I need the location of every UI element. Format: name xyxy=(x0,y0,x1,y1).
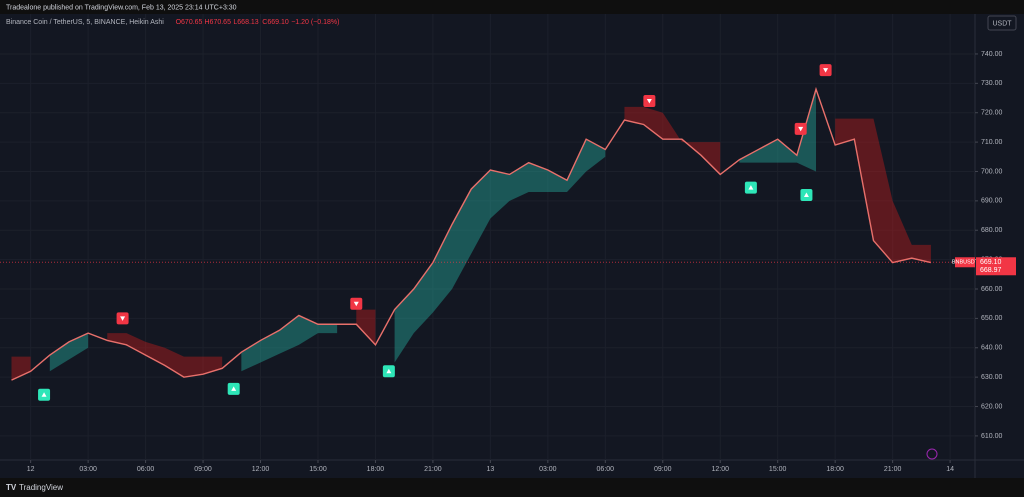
x-tick-label: 12 xyxy=(27,466,35,473)
footer-brand: TradingView xyxy=(19,483,63,492)
signal-icon xyxy=(353,301,359,307)
symbol-tag-label: BNBUSDT xyxy=(952,260,979,266)
plot xyxy=(0,14,975,460)
x-tick-label: 18:00 xyxy=(826,466,844,473)
y-tick-label: 620.00 xyxy=(981,403,1003,410)
y-tick-label: 640.00 xyxy=(981,345,1003,352)
chart-title: Tradealone published on TradingView.com,… xyxy=(6,4,237,11)
x-tick-label: 21:00 xyxy=(424,466,442,473)
legend-ohlc: L668.13 xyxy=(233,19,258,26)
y-tick-label: 690.00 xyxy=(981,198,1003,205)
x-tick-label: 18:00 xyxy=(367,466,385,473)
signal-icon xyxy=(823,68,829,73)
currency: USDT xyxy=(992,20,1012,27)
x-tick-label: 06:00 xyxy=(137,466,155,473)
footer-logo: TV xyxy=(6,483,17,492)
x-tick-label: 21:00 xyxy=(884,466,902,473)
price-tag-label: 669.10 xyxy=(980,259,1002,266)
replay-icon[interactable] xyxy=(926,448,938,460)
trend-band xyxy=(835,118,931,263)
header-bar xyxy=(0,0,1024,14)
y-tick-label: 610.00 xyxy=(981,433,1003,440)
legend-ohlc: O670.65 xyxy=(176,19,203,26)
signal-icon xyxy=(798,126,804,132)
x-tick-label: 09:00 xyxy=(194,466,212,473)
trend-band xyxy=(49,333,89,372)
signal-icon xyxy=(646,98,652,104)
y-tick-label: 680.00 xyxy=(981,227,1003,234)
x-tick-label: 15:00 xyxy=(309,466,327,473)
trend-band xyxy=(739,89,817,172)
x-tick-label: 03:00 xyxy=(79,466,97,473)
trend-band xyxy=(107,333,223,378)
y-tick-label: 660.00 xyxy=(981,286,1003,293)
footer-bar xyxy=(0,478,1024,497)
symbol-tag xyxy=(955,257,975,268)
trend-band xyxy=(241,315,338,372)
y-tick-label: 630.00 xyxy=(981,374,1003,381)
signal-icon xyxy=(803,192,809,197)
legend-ohlc: −1.20 (−0.18%) xyxy=(291,19,339,26)
x-tick-label: 15:00 xyxy=(769,466,787,473)
x-tick-label: 14 xyxy=(946,466,954,473)
legend-ohlc: H670.65 xyxy=(205,19,232,26)
price-line xyxy=(11,86,932,381)
x-tick-label: 09:00 xyxy=(654,466,672,473)
signal-icon xyxy=(748,185,754,190)
x-tick-label: 12:00 xyxy=(711,466,729,473)
y-tick-label: 740.00 xyxy=(981,51,1003,58)
y-tick-label: 700.00 xyxy=(981,168,1003,175)
price-tag xyxy=(976,257,1016,276)
trend-band xyxy=(394,139,606,363)
legend-symbol: Binance Coin / TetherUS, 5, BINANCE, Hei… xyxy=(6,19,164,26)
trend-band xyxy=(11,356,31,381)
x-tick-label: 06:00 xyxy=(597,466,615,473)
currency-box xyxy=(987,15,1017,31)
y-tick-label: 720.00 xyxy=(981,110,1003,117)
trend-band xyxy=(624,106,721,175)
legend-ohlc: C669.10 xyxy=(262,19,289,26)
trend-band xyxy=(356,309,376,345)
signal-icon xyxy=(386,368,392,374)
signal-icon xyxy=(120,316,126,321)
signal-icon xyxy=(41,392,47,397)
x-tick-label: 03:00 xyxy=(539,466,557,473)
x-tick-label: 12:00 xyxy=(252,466,270,473)
countdown-label: 668.97 xyxy=(980,267,1002,274)
y-tick-label: 650.00 xyxy=(981,315,1003,322)
y-tick-label: 730.00 xyxy=(981,80,1003,87)
signal-icon xyxy=(231,386,237,391)
y-tick-label: 710.00 xyxy=(981,139,1003,146)
x-tick-label: 13 xyxy=(486,466,494,473)
